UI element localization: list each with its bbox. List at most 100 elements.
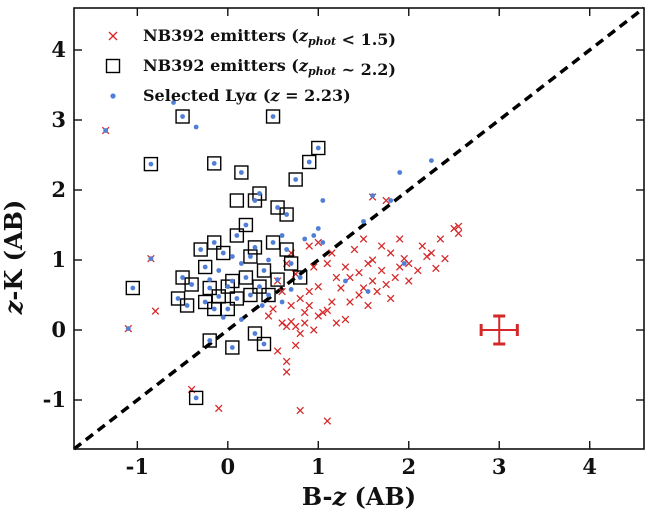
y-tick-label: 0	[51, 317, 66, 342]
legend-label-selected-lya: Selected Lyα (z = 2.23)	[143, 86, 351, 105]
blue-dot-point	[193, 124, 199, 130]
red-x-point	[359, 284, 368, 292]
blue-dot-point	[220, 315, 226, 320]
red-x-point	[355, 268, 363, 277]
square-point	[125, 280, 141, 296]
red-x-point	[373, 287, 381, 296]
blue-dot-point	[279, 299, 285, 305]
blue-dot-point	[306, 159, 312, 165]
square-point	[252, 279, 267, 294]
red-x-point	[364, 301, 372, 310]
legend: NB392 emitters (zphot < 1.5) NB392 emitt…	[105, 26, 396, 105]
blue-dot-point	[229, 345, 235, 350]
blue-dot-point	[238, 170, 244, 175]
square-point	[238, 217, 254, 233]
red-x-point	[314, 282, 323, 291]
red-x-point	[328, 249, 336, 257]
square-point	[288, 172, 303, 187]
y-tick-label: -1	[43, 387, 66, 412]
blue-dot-point	[202, 299, 208, 305]
x-tick-label: -1	[126, 454, 149, 479]
blue-dot-point	[401, 261, 407, 266]
red-x-point	[264, 312, 273, 320]
blue-dot-point	[257, 191, 262, 196]
blue-dot-point	[175, 296, 181, 301]
blue-dot-point	[252, 331, 258, 336]
blue-dot-point	[171, 100, 176, 105]
red-x-point	[454, 222, 463, 231]
blue-dot-point	[234, 233, 240, 238]
legend-entry-square: NB392 emitters (zphot ~ 2.2)	[105, 56, 396, 79]
square-point	[256, 336, 272, 352]
red-x-point	[287, 301, 295, 310]
axis-ticks: -1 0 1 2 3 4 -1 0 1 2 3 4	[43, 8, 644, 479]
red-x-point	[454, 229, 463, 238]
square-point	[311, 140, 326, 156]
blue-dot-point	[198, 247, 204, 252]
blue-dot-point	[270, 240, 276, 245]
blue-dot-point	[259, 303, 265, 308]
blue-dot-point	[343, 278, 348, 284]
square-point	[265, 109, 281, 124]
legend-entry-blue-dot: Selected Lyα (z = 2.23)	[110, 86, 351, 105]
square-point	[229, 193, 245, 208]
square-point	[247, 240, 263, 255]
blue-dot-point	[266, 257, 271, 263]
square-point	[220, 279, 236, 294]
blue-dot-point	[288, 287, 294, 292]
red-x-point	[346, 273, 354, 282]
blue-dot-point	[266, 292, 271, 298]
blue-dot-point	[370, 193, 375, 199]
blue-dot-point	[180, 114, 185, 119]
square-point	[302, 154, 317, 170]
red-x-point	[441, 254, 449, 263]
red-x-point	[319, 308, 327, 317]
red-x-point	[368, 256, 377, 264]
blue-dot-point	[388, 198, 394, 203]
blue-dot-point	[216, 294, 222, 299]
series-dot	[103, 100, 434, 401]
red-x-point	[382, 280, 390, 289]
square-point	[243, 249, 258, 264]
blue-dot-marker-icon	[110, 93, 116, 99]
blue-dot-point	[202, 264, 208, 270]
red-x-point	[395, 235, 404, 243]
red-x-point	[305, 287, 313, 296]
blue-dot-point	[315, 226, 321, 231]
red-x-point	[291, 322, 300, 331]
x-tick-label: 0	[220, 454, 235, 479]
x-tick-label: 4	[582, 454, 597, 479]
blue-dot-point	[211, 306, 217, 312]
blue-dot-point	[248, 292, 253, 298]
square-point	[261, 287, 276, 303]
red-x-point	[296, 406, 304, 415]
blue-dot-point	[184, 303, 190, 308]
blue-dot-point	[234, 296, 240, 301]
series-x	[101, 126, 463, 425]
legend-x-marker	[108, 31, 118, 41]
blue-dot-point	[243, 222, 249, 228]
blue-dot-point	[193, 395, 199, 401]
red-x-point	[151, 307, 160, 315]
red-x-point	[278, 287, 286, 296]
red-x-point	[355, 291, 363, 299]
red-x-point	[296, 329, 304, 338]
blue-dot-point	[238, 261, 244, 266]
blue-dot-point	[361, 219, 366, 224]
blue-dot-point	[130, 285, 136, 291]
red-x-marker-icon	[108, 31, 118, 41]
blue-dot-point	[320, 240, 326, 245]
red-x-point	[386, 294, 395, 303]
square-point	[256, 263, 272, 278]
blue-dot-point	[207, 338, 213, 343]
blue-dot-point	[211, 161, 217, 166]
square-point	[225, 340, 240, 355]
y-tick-label: 1	[51, 247, 66, 272]
red-x-point	[215, 404, 223, 413]
red-x-point	[291, 341, 300, 350]
red-x-point	[323, 306, 332, 315]
red-x-point	[350, 245, 359, 254]
y-tick-label: 3	[51, 107, 66, 132]
square-point	[238, 270, 254, 285]
